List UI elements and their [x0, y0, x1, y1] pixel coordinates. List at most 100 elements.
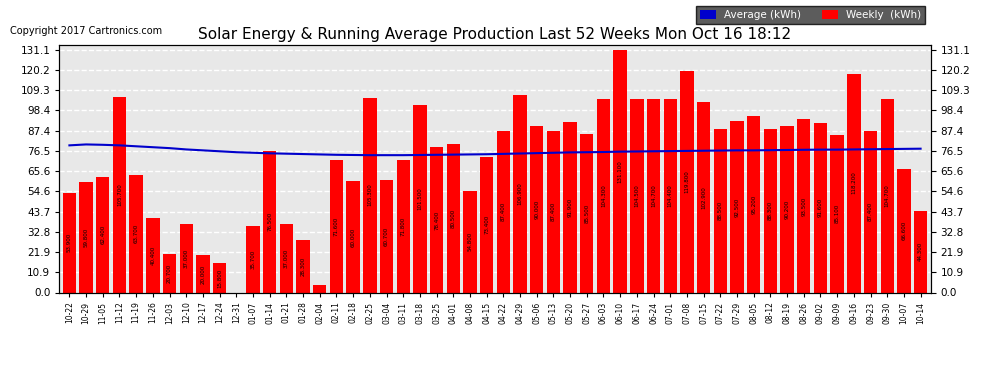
Bar — [446, 144, 460, 292]
Text: 88.300: 88.300 — [768, 201, 773, 220]
Text: 73.400: 73.400 — [484, 215, 489, 234]
Bar — [430, 147, 444, 292]
Text: 59.800: 59.800 — [83, 228, 88, 247]
Text: 85.100: 85.100 — [835, 204, 840, 224]
Text: 54.800: 54.800 — [467, 232, 472, 251]
Bar — [514, 94, 527, 292]
Text: 88.500: 88.500 — [718, 201, 723, 220]
Text: 15.800: 15.800 — [217, 268, 222, 288]
Bar — [380, 180, 393, 292]
Bar — [397, 160, 410, 292]
Bar — [363, 98, 376, 292]
Text: 76.500: 76.500 — [267, 212, 272, 231]
Text: 85.500: 85.500 — [584, 204, 589, 223]
Bar — [480, 157, 493, 292]
Text: 62.400: 62.400 — [100, 225, 105, 245]
Text: 28.300: 28.300 — [301, 256, 306, 276]
Bar — [631, 99, 644, 292]
Text: 104.700: 104.700 — [885, 184, 890, 207]
Bar — [663, 99, 677, 292]
Text: 20.000: 20.000 — [200, 264, 206, 284]
Bar — [646, 99, 660, 292]
Text: 131.100: 131.100 — [618, 160, 623, 183]
Text: 105.300: 105.300 — [367, 184, 372, 206]
Text: 87.400: 87.400 — [501, 202, 506, 221]
Text: 106.900: 106.900 — [518, 182, 523, 205]
Text: 80.500: 80.500 — [450, 209, 455, 228]
Bar — [747, 116, 760, 292]
Text: Copyright 2017 Cartronics.com: Copyright 2017 Cartronics.com — [10, 26, 162, 36]
Text: 92.500: 92.500 — [735, 197, 740, 216]
Text: 104.500: 104.500 — [635, 184, 640, 207]
Text: 91.600: 91.600 — [818, 198, 823, 217]
Bar — [563, 122, 577, 292]
Bar — [113, 97, 126, 292]
Bar — [614, 50, 627, 292]
Bar — [147, 218, 159, 292]
Bar — [296, 240, 310, 292]
Bar — [179, 224, 193, 292]
Text: 101.500: 101.500 — [418, 187, 423, 210]
Bar — [831, 135, 843, 292]
Text: 93.500: 93.500 — [801, 196, 806, 216]
Bar — [597, 99, 610, 292]
Text: 118.200: 118.200 — [851, 172, 856, 195]
Text: 66.600: 66.600 — [902, 221, 907, 240]
Text: 105.700: 105.700 — [117, 183, 122, 206]
Bar — [263, 151, 276, 292]
Text: 104.400: 104.400 — [667, 184, 673, 207]
Bar — [62, 193, 76, 292]
Text: 78.400: 78.400 — [434, 210, 440, 230]
Bar — [346, 182, 359, 292]
Text: 87.400: 87.400 — [550, 202, 556, 221]
Bar — [847, 74, 860, 292]
Text: 60.000: 60.000 — [350, 227, 355, 247]
Text: 104.700: 104.700 — [651, 184, 656, 207]
Text: 95.200: 95.200 — [751, 195, 756, 214]
Bar — [714, 129, 727, 292]
Bar — [780, 126, 794, 292]
Text: 90.200: 90.200 — [784, 200, 790, 219]
Bar — [530, 126, 544, 292]
Text: 71.800: 71.800 — [401, 216, 406, 236]
Bar — [330, 160, 344, 292]
Text: 91.900: 91.900 — [567, 198, 572, 217]
Text: 20.700: 20.700 — [167, 264, 172, 283]
Text: 60.700: 60.700 — [384, 227, 389, 246]
Text: 35.700: 35.700 — [250, 250, 255, 269]
Bar — [731, 121, 743, 292]
Bar — [897, 169, 911, 292]
Text: 71.600: 71.600 — [334, 217, 339, 236]
Text: 119.800: 119.800 — [684, 170, 689, 193]
Bar — [814, 123, 827, 292]
Bar — [163, 254, 176, 292]
Bar — [130, 175, 143, 292]
Bar — [463, 191, 476, 292]
Bar — [247, 226, 259, 292]
Text: 37.000: 37.000 — [284, 249, 289, 268]
Text: 102.900: 102.900 — [701, 186, 706, 209]
Bar — [680, 71, 694, 292]
Text: 87.400: 87.400 — [868, 202, 873, 221]
Bar — [797, 120, 811, 292]
Text: 44.300: 44.300 — [918, 242, 923, 261]
Bar — [413, 105, 427, 292]
Bar — [546, 131, 560, 292]
Bar — [79, 182, 93, 292]
Text: 37.000: 37.000 — [184, 249, 189, 268]
Bar — [880, 99, 894, 292]
Bar — [213, 263, 227, 292]
Bar — [497, 131, 510, 292]
Bar — [864, 131, 877, 292]
Legend: Average (kWh), Weekly  (kWh): Average (kWh), Weekly (kWh) — [696, 6, 926, 24]
Bar — [313, 285, 327, 292]
Text: 53.900: 53.900 — [67, 233, 72, 252]
Text: 63.700: 63.700 — [134, 224, 139, 243]
Bar — [763, 129, 777, 292]
Title: Solar Energy & Running Average Production Last 52 Weeks Mon Oct 16 18:12: Solar Energy & Running Average Productio… — [198, 27, 792, 42]
Bar — [697, 102, 710, 292]
Bar — [914, 210, 928, 292]
Text: 104.300: 104.300 — [601, 184, 606, 207]
Bar — [280, 224, 293, 292]
Bar — [580, 134, 593, 292]
